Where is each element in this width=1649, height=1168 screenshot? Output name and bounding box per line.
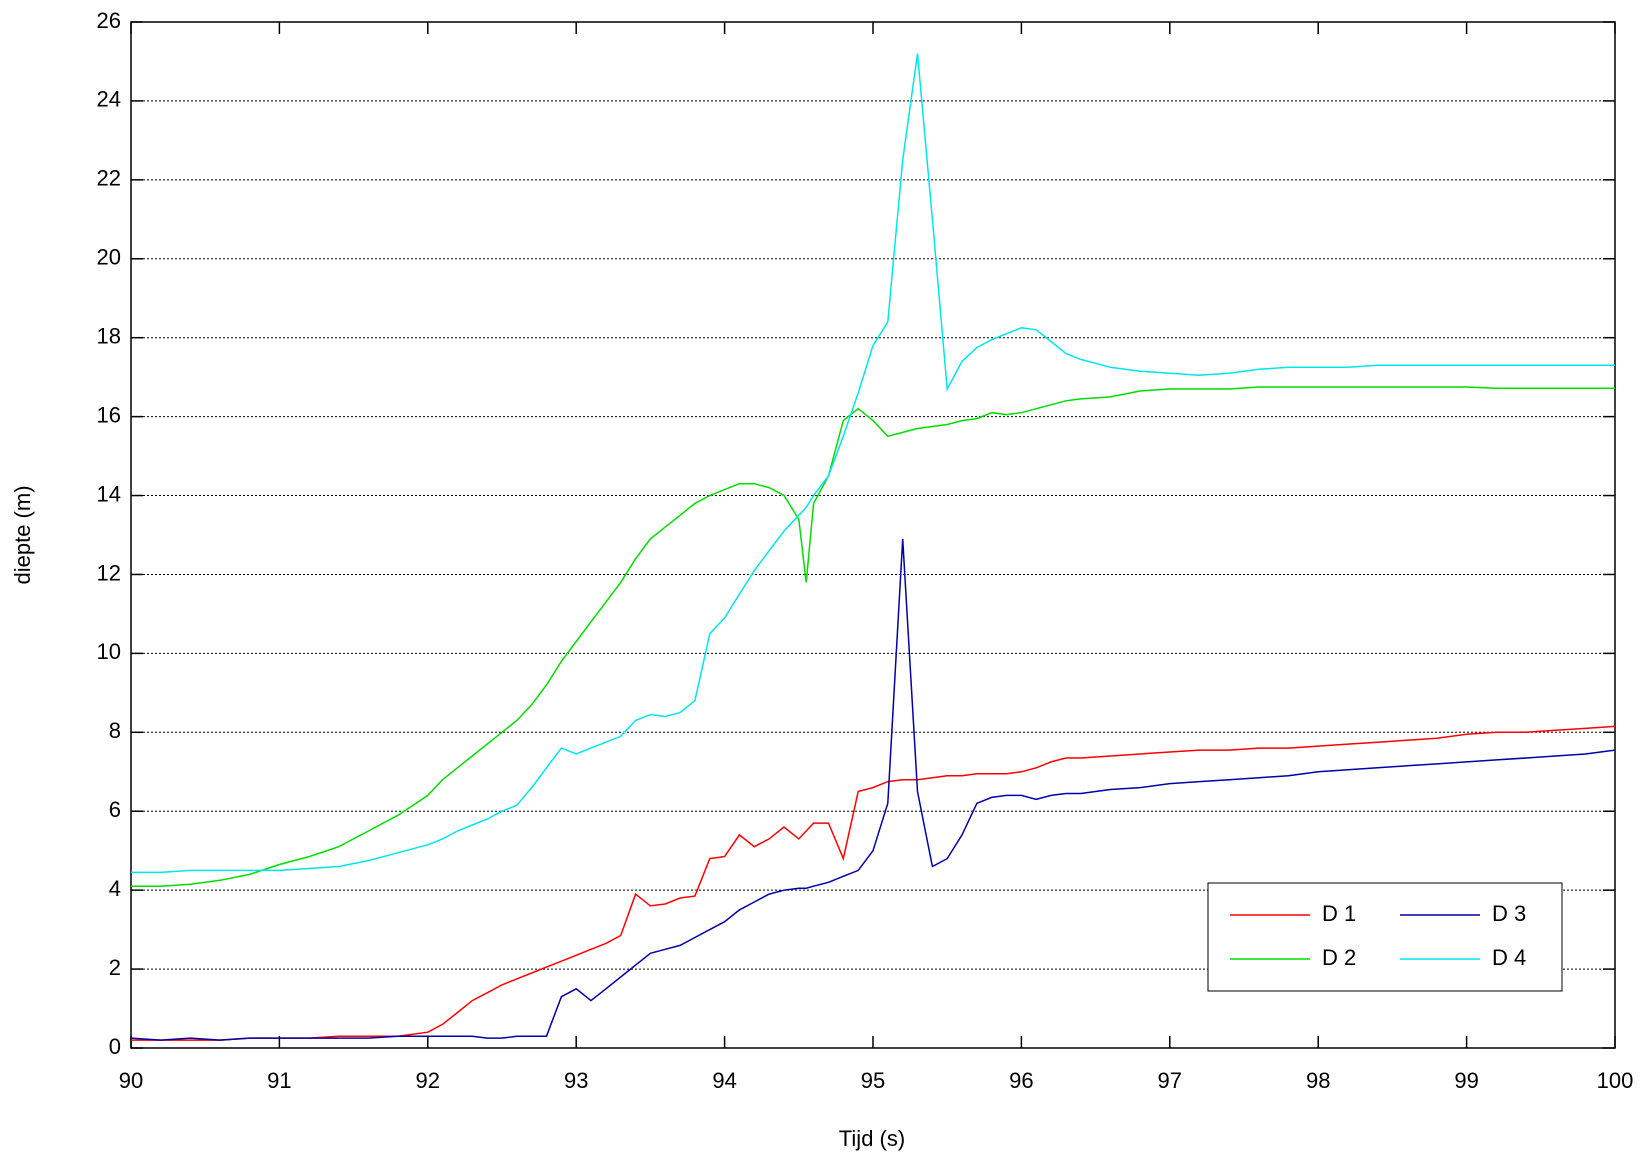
y-tick-label: 2: [109, 955, 121, 980]
y-tick-label: 0: [109, 1034, 121, 1059]
y-tick-label: 14: [97, 481, 121, 506]
legend-label: D 4: [1492, 945, 1526, 970]
legend-label: D 3: [1492, 901, 1526, 926]
data-line: [131, 53, 1615, 874]
x-tick-label: 97: [1158, 1068, 1182, 1093]
y-tick-label: 26: [97, 8, 121, 33]
x-tick-label: 94: [712, 1068, 736, 1093]
y-tick-label: 16: [97, 402, 121, 427]
x-tick-label: 95: [861, 1068, 885, 1093]
x-tick-label: 100: [1597, 1068, 1634, 1093]
data-line: [130, 538, 1616, 1041]
y-tick-label: 12: [97, 560, 121, 585]
x-tick-label: 92: [416, 1068, 440, 1093]
y-tick-label: 8: [109, 718, 121, 743]
x-axis-title: Tijd (s): [839, 1126, 905, 1151]
x-tick-label: 90: [119, 1068, 143, 1093]
legend-box: [1207, 882, 1563, 992]
legend-label: D 1: [1322, 901, 1356, 926]
y-tick-label: 10: [97, 639, 121, 664]
y-tick-label: 20: [97, 245, 121, 270]
x-tick-label: 98: [1306, 1068, 1330, 1093]
x-tick-label: 96: [1009, 1068, 1033, 1093]
x-tick-label: 93: [564, 1068, 588, 1093]
x-tick-label: 99: [1454, 1068, 1478, 1093]
y-tick-label: 22: [97, 166, 121, 191]
y-axis-title: diepte (m): [10, 485, 35, 584]
data-line: [131, 386, 1615, 887]
x-tick-label: 91: [267, 1068, 291, 1093]
y-tick-label: 6: [109, 797, 121, 822]
data-line: [131, 725, 1616, 1041]
y-tick-label: 4: [109, 876, 121, 901]
legend-label: D 2: [1322, 945, 1356, 970]
plot-frame: [130, 21, 1616, 1049]
y-tick-label: 18: [97, 324, 121, 349]
y-tick-label: 24: [97, 87, 121, 112]
